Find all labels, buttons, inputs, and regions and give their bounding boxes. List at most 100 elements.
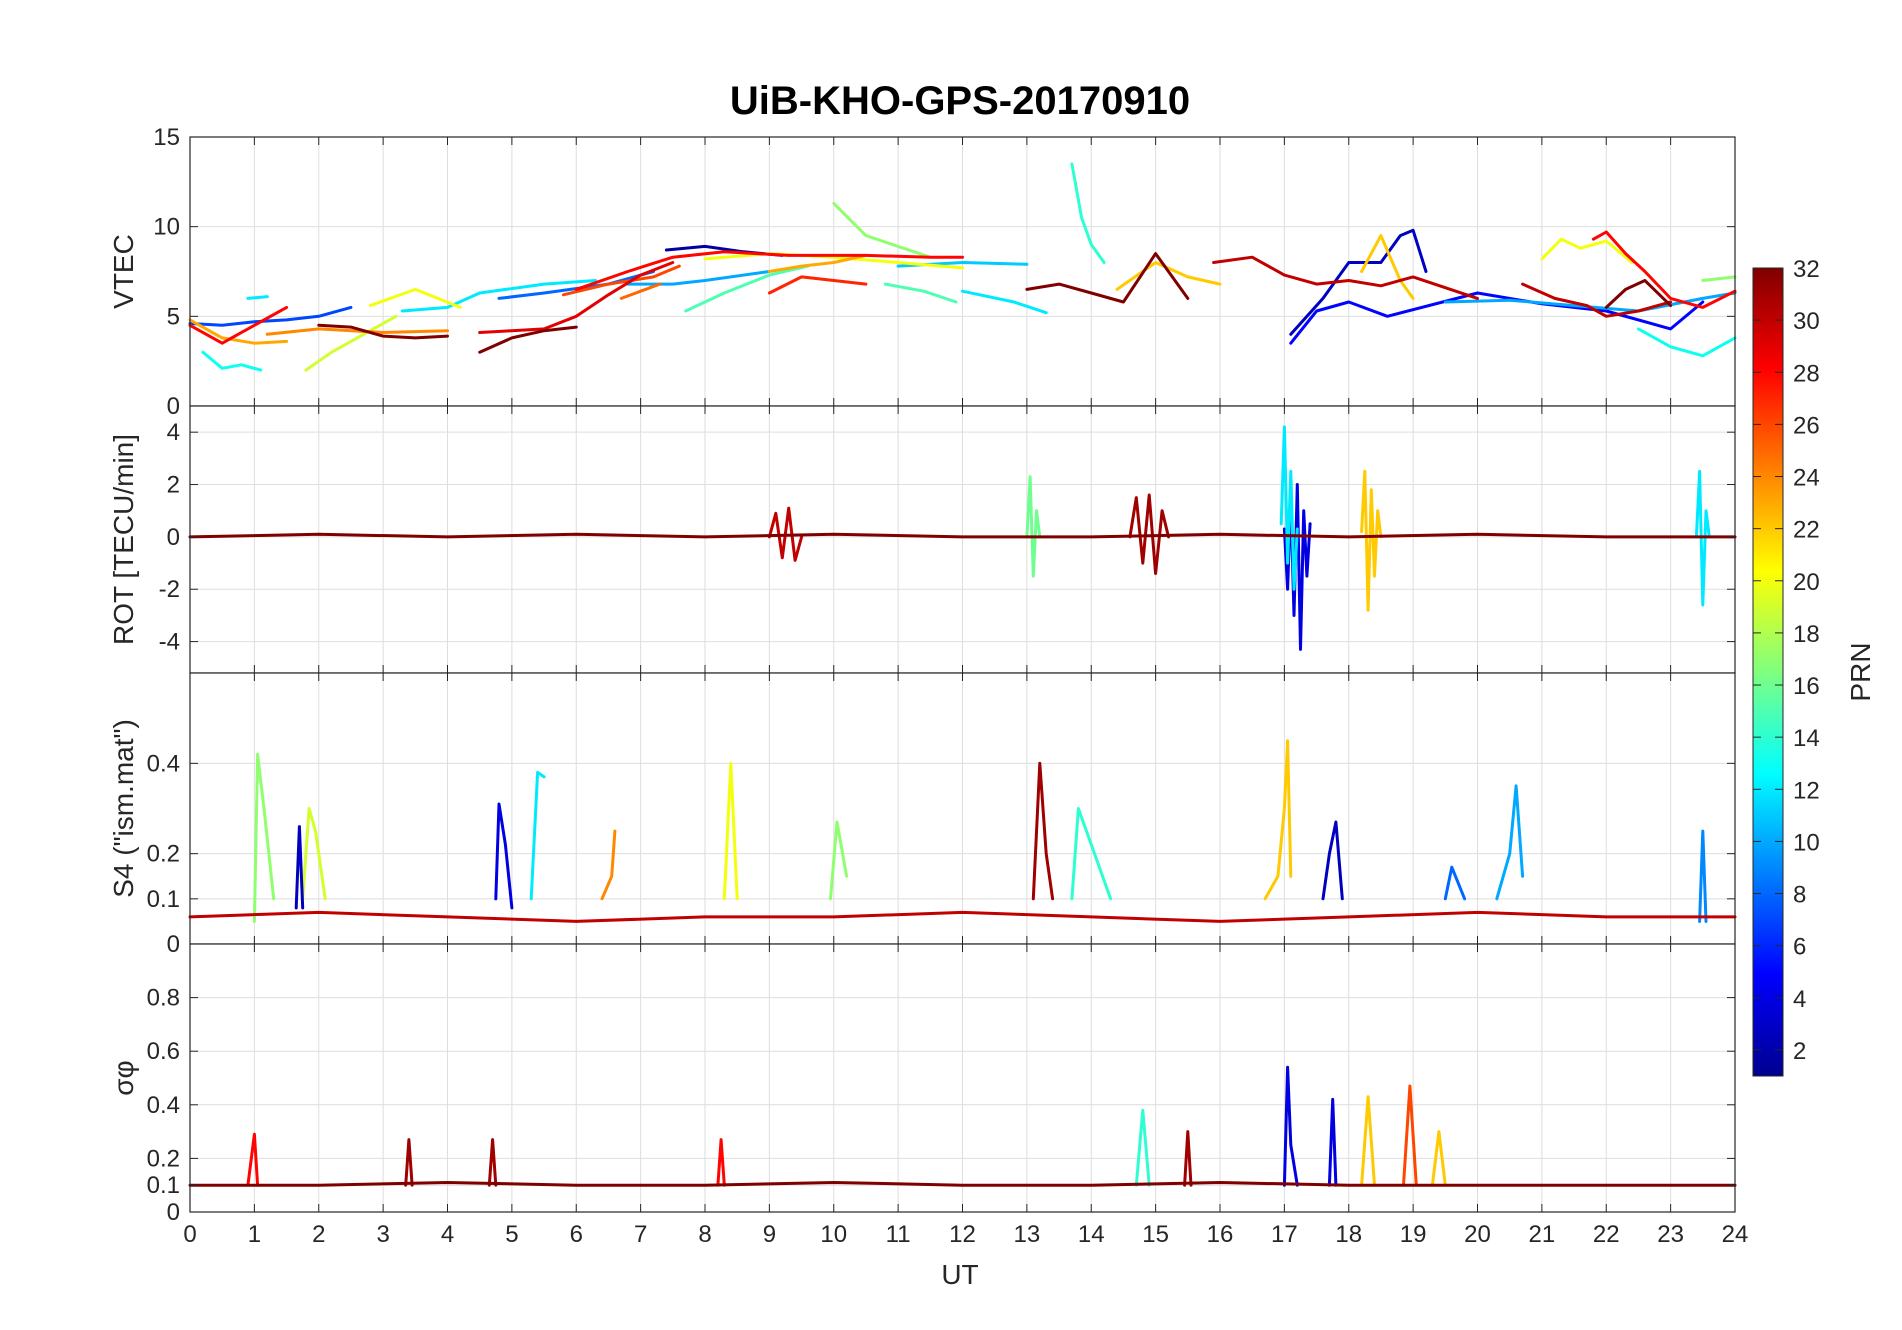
- vtec-series-prn-20: [368, 287, 462, 309]
- xtick-label: 22: [1593, 1221, 1620, 1248]
- vtec-ytick-label: 5: [167, 303, 180, 330]
- xtick-label: 14: [1078, 1221, 1105, 1248]
- s4-series-prn-20: [722, 761, 739, 901]
- xtick-label: 7: [634, 1221, 647, 1248]
- sigma-ytick-label: 0.1: [147, 1172, 180, 1199]
- xtick-label: 15: [1142, 1221, 1169, 1248]
- xtick-label: 11: [886, 1221, 911, 1248]
- vtec-series-prn-30: [1212, 255, 1479, 300]
- sigma-ytick-label: 0.6: [147, 1038, 180, 1065]
- vtec-series-prn-12: [400, 279, 598, 313]
- panel-sigma: 00.10.2 0.4 0.6 0.8 σφ: [108, 943, 1737, 1226]
- rot-series: [188, 425, 1737, 651]
- xtick-label: 18: [1335, 1221, 1362, 1248]
- vtec-series-prn-24: [265, 327, 449, 336]
- colorbar-tick-label: 18: [1793, 621, 1820, 648]
- colorbar-tick-label: 32: [1793, 256, 1820, 283]
- sigma-series-prn-28: [716, 1138, 726, 1187]
- vtec-series-prn-12: [246, 295, 269, 300]
- xtick-label: 8: [698, 1221, 711, 1248]
- vtec-series-prn-15: [883, 282, 958, 304]
- s4-series-prn-3: [1321, 820, 1344, 901]
- vtec-series-prn-30: [1521, 282, 1673, 318]
- vtec-series-prn-28: [1591, 230, 1737, 309]
- xtick-label: 23: [1657, 1221, 1684, 1248]
- vtec-series-prn-3: [1289, 228, 1428, 336]
- vtec-series-prn-13: [201, 350, 263, 372]
- vtec-series-prn-20: [1540, 237, 1634, 264]
- rot-series-prn-16: [1025, 475, 1042, 578]
- colorbar-tick-label: 28: [1793, 360, 1820, 387]
- colorbar-tick-label: 26: [1793, 412, 1820, 439]
- rot-y-axis-label: ROT [TECU/min]: [108, 434, 139, 645]
- colorbar-tick-label: 14: [1793, 725, 1820, 752]
- s4-ytick-label: 0.4: [147, 750, 180, 777]
- xtick-label: 20: [1464, 1221, 1491, 1248]
- colorbar-tick-label: 30: [1793, 308, 1820, 335]
- s4-ytick-label: 0.1: [147, 886, 180, 913]
- vtec-series-prn-19: [304, 314, 398, 372]
- colorbar-tick-label: 16: [1793, 673, 1820, 700]
- rot-series-prn-30: [767, 506, 804, 562]
- vtec-series-prn-32: [1604, 279, 1673, 309]
- s4-series-prn-17: [829, 820, 849, 901]
- colorbar-tick-label: 12: [1793, 777, 1820, 804]
- vtec-series-prn-32: [1025, 252, 1190, 304]
- colorbar-tick-label: 22: [1793, 517, 1820, 544]
- s4-series-prn-30: [188, 910, 1737, 923]
- sigma-y-axis-label: σφ: [108, 1060, 139, 1095]
- rot-ticks: [189, 406, 1736, 673]
- vtec-series-prn-17: [832, 201, 932, 259]
- vtec-series-prn-15: [684, 264, 810, 313]
- vtec-series-prn-14: [1070, 162, 1106, 264]
- sigma-series-prn-31: [487, 1138, 498, 1187]
- vtec-series-prn-28: [188, 305, 289, 345]
- colorbar-tick-label: 8: [1793, 882, 1806, 909]
- vtec-ytick-label: 15: [153, 124, 180, 151]
- vtec-series-prn-13: [1636, 327, 1737, 358]
- sigma-series: [188, 1065, 1737, 1187]
- sigma-series-prn-26: [1402, 1084, 1418, 1187]
- xtick-label: 12: [949, 1221, 976, 1248]
- sigma-series-prn-31: [1183, 1130, 1193, 1187]
- s4-ytick-label: 0.2: [147, 841, 180, 868]
- s4-series-prn-14: [1070, 807, 1113, 901]
- rot-series-prn-12: [1694, 469, 1711, 607]
- xtick-label: 4: [441, 1221, 454, 1248]
- s4-ticks: [189, 673, 1736, 945]
- rot-ytick-label: -2: [159, 576, 180, 603]
- panel-rot: -4 -2 0 2 4 ROT [TECU/min]: [108, 405, 1737, 674]
- sigma-series-prn-32: [188, 1181, 1737, 1187]
- xtick-label: 5: [505, 1221, 518, 1248]
- s4-y-axis-label: S4 ("ism.mat"): [108, 719, 139, 898]
- xtick-label: 16: [1207, 1221, 1234, 1248]
- vtec-ytick-label: 10: [153, 214, 180, 241]
- rot-ytick-label: -4: [159, 629, 180, 656]
- s4-grid: [189, 673, 1736, 945]
- chart-title: UiB-KHO-GPS-20170910: [730, 79, 1190, 123]
- rot-series-prn-12: [1279, 425, 1299, 591]
- colorbar-tick-label: 2: [1793, 1038, 1806, 1065]
- s4-series-prn-31: [1031, 761, 1055, 901]
- sigma-series-prn-28: [246, 1132, 260, 1187]
- vtec-series-prn-22: [1360, 234, 1415, 300]
- vtec-series-prn-23: [188, 318, 289, 345]
- colorbar-tick-label: 20: [1793, 569, 1820, 596]
- xtick-label: 9: [763, 1221, 776, 1248]
- x-axis-label: UT: [941, 1259, 978, 1290]
- vtec-series-prn-32: [317, 323, 449, 340]
- sigma-series-prn-4: [1282, 1065, 1299, 1187]
- sigma-ytick-label: 0.2: [147, 1145, 180, 1172]
- sigma-series-prn-14: [1134, 1108, 1151, 1187]
- colorbar-label: PRN: [1845, 642, 1876, 701]
- sigma-ticks: [189, 944, 1736, 1213]
- sigma-ytick-label: 0.8: [147, 985, 180, 1012]
- vtec-series-prn-20: [703, 252, 964, 270]
- sigma-series-prn-22: [1430, 1130, 1447, 1187]
- vtec-series-prn-12: [961, 289, 1048, 315]
- xtick-label: 21: [1529, 1221, 1556, 1248]
- colorbar-gradient: [1752, 267, 1784, 1077]
- s4-series-prn-19: [301, 807, 327, 901]
